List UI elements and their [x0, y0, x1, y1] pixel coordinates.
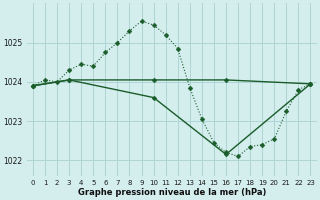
- X-axis label: Graphe pression niveau de la mer (hPa): Graphe pression niveau de la mer (hPa): [77, 188, 266, 197]
